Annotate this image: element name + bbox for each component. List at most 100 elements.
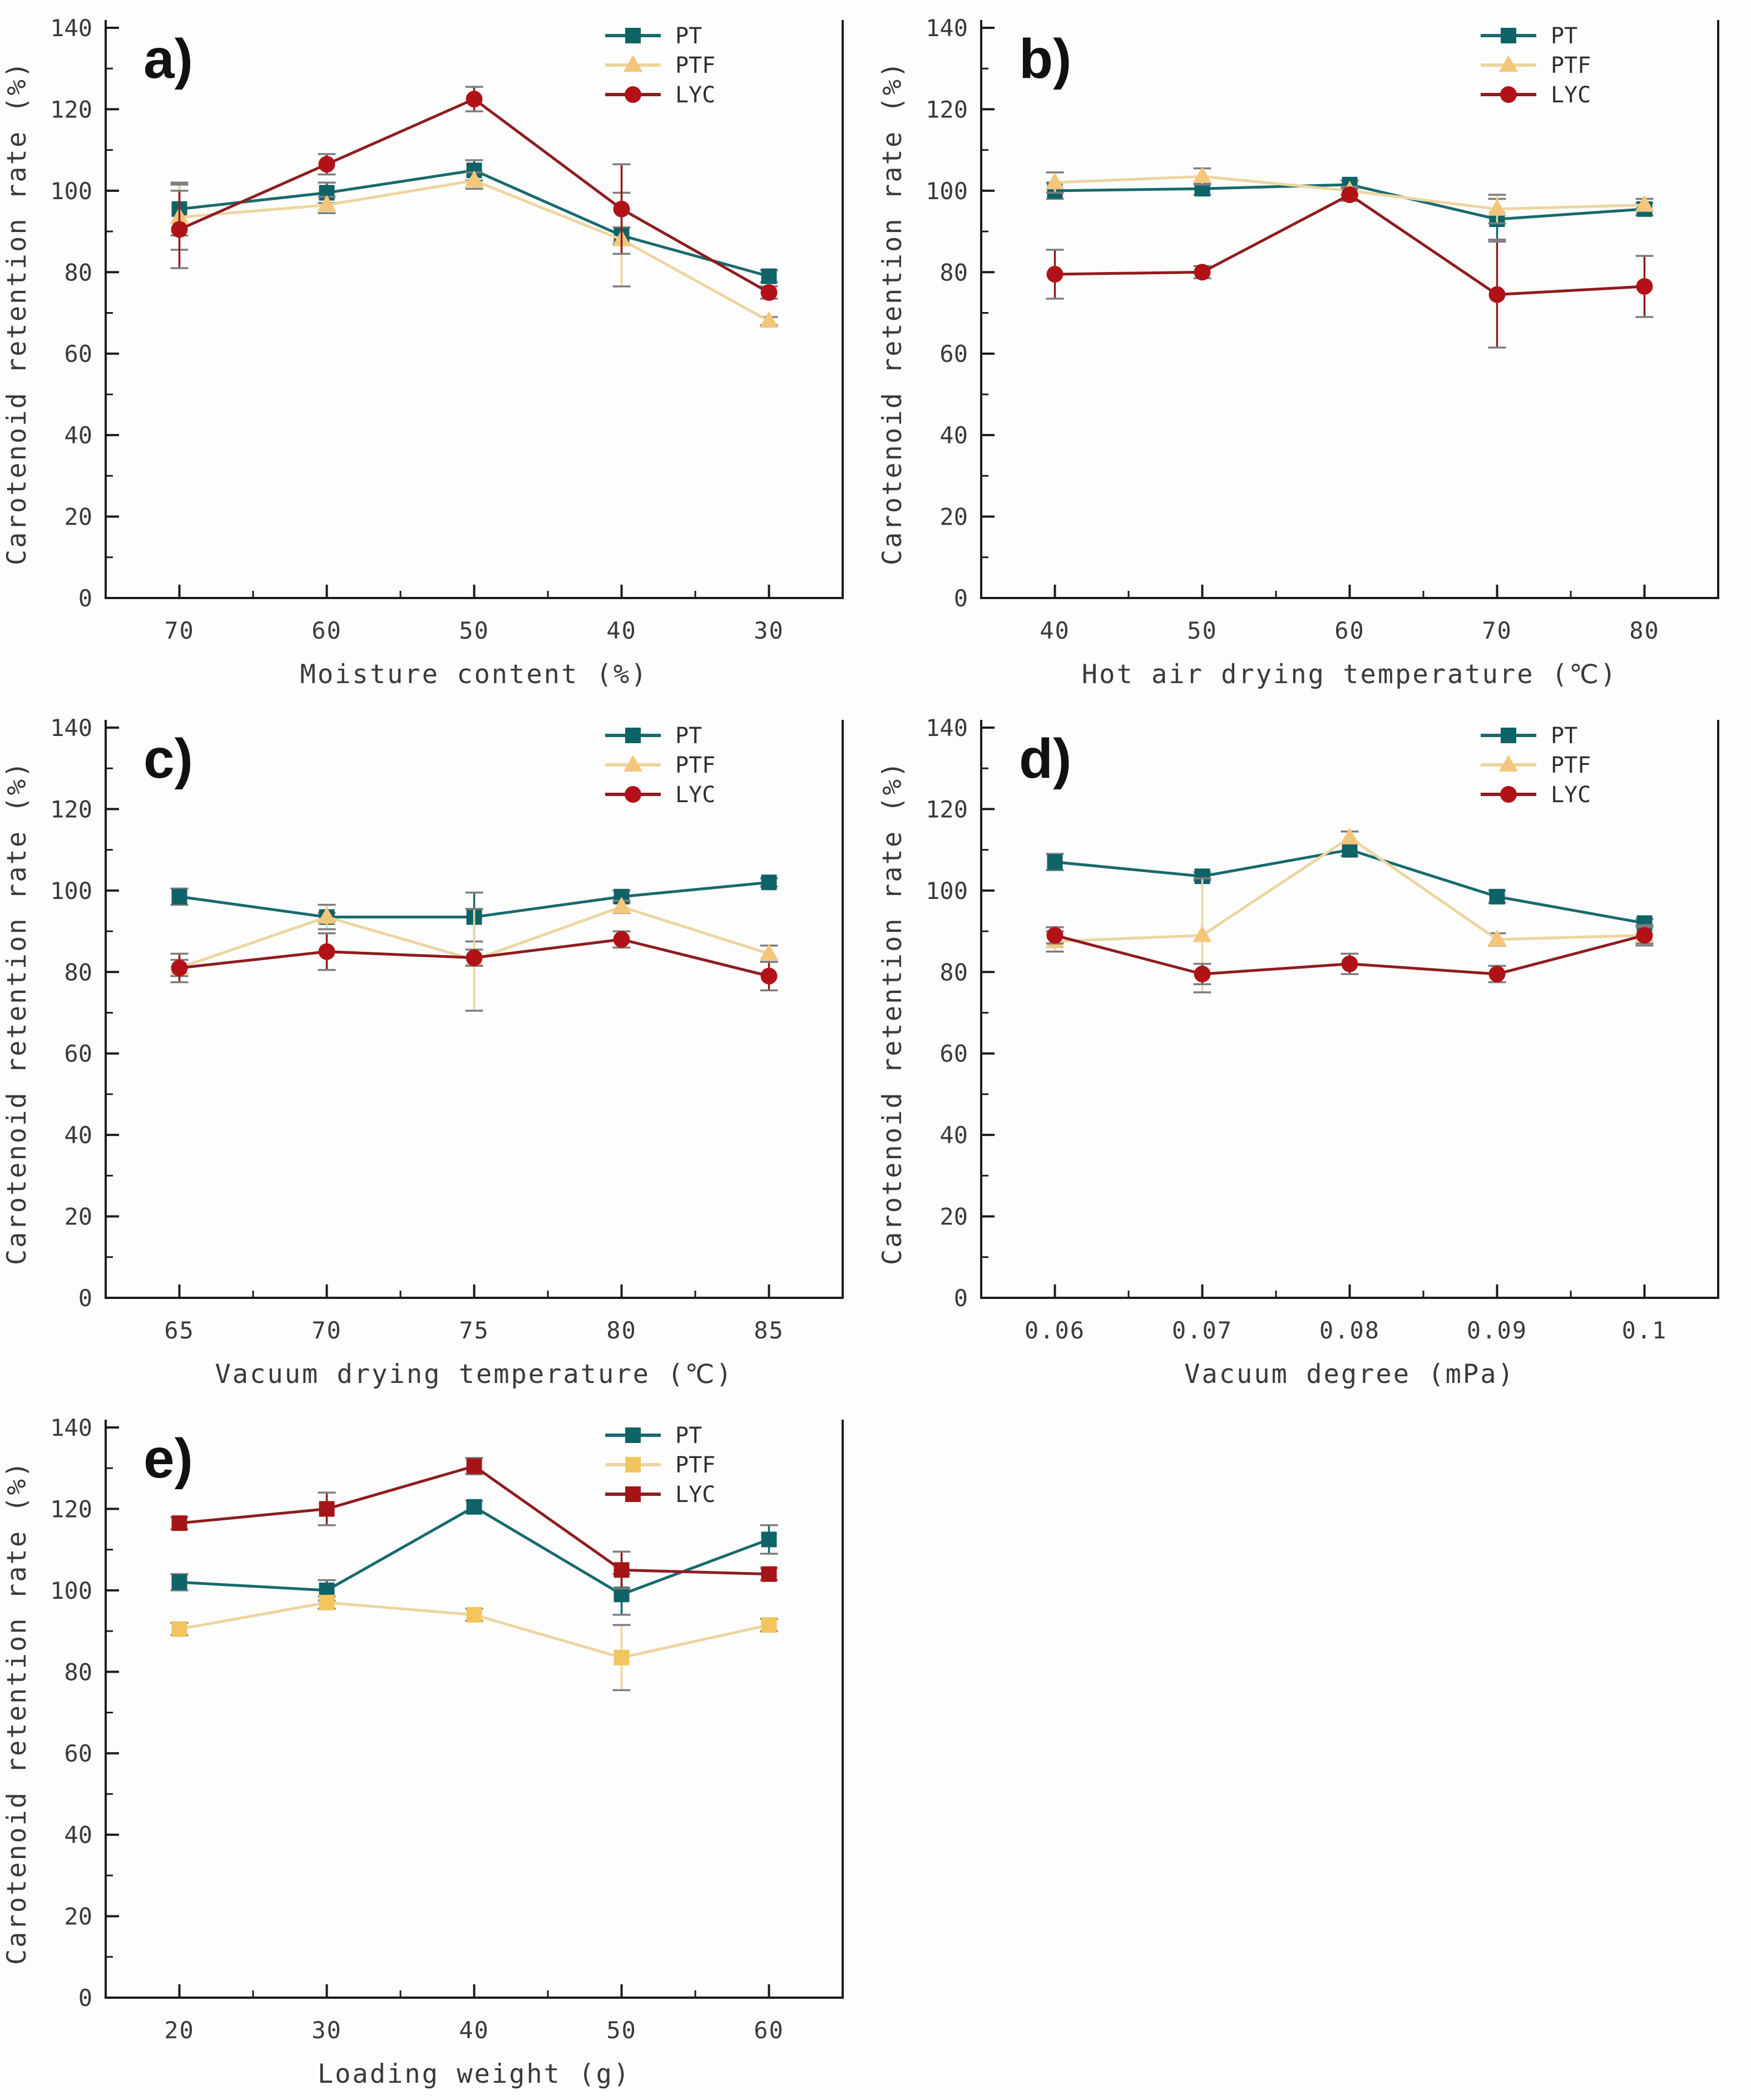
x-axis-tick-label: 80	[606, 1317, 637, 1344]
x-axis-tick-label: 65	[164, 1317, 195, 1344]
y-axis-tick-label: 120	[50, 1495, 92, 1523]
data-point-marker	[1489, 888, 1505, 905]
x-axis-title: Loading weight (g)	[318, 2059, 631, 2089]
data-point-marker	[761, 1566, 777, 1582]
legend-item-PT: PT	[605, 1423, 702, 1449]
legend-label: PT	[675, 1423, 702, 1449]
y-axis-tick-label: 80	[939, 259, 968, 286]
legend-label: PTF	[675, 1452, 715, 1478]
x-axis-tick-label: 60	[311, 617, 342, 644]
y-axis-title: Carotenoid retention rate (%)	[2, 760, 32, 1266]
y-axis-tick-label: 100	[926, 877, 968, 905]
y-axis-tick-label: 20	[64, 503, 92, 531]
data-point-marker	[1045, 172, 1065, 190]
data-point-marker	[759, 943, 779, 961]
y-axis-title: Carotenoid retention rate (%)	[2, 61, 32, 566]
data-point-marker	[625, 86, 641, 103]
y-axis-tick-label: 80	[64, 1658, 92, 1686]
x-axis-tick-label: 75	[459, 1317, 489, 1344]
chart-panel-c: 0 20 40 60 80 100 120 140 65 70 75 80 85 Vacuum dryin…	[0, 700, 876, 1400]
data-point-marker	[1488, 286, 1506, 303]
y-axis-tick-label: 0	[78, 585, 92, 612]
chart-canvas-c: 0 20 40 60 80 100 120 140 65 70 75 80 85 Vacuum dryin…	[2, 714, 844, 1390]
x-axis-tick-label: 50	[1187, 617, 1218, 644]
data-point-marker	[1341, 955, 1358, 972]
data-point-marker	[614, 1649, 630, 1666]
x-axis-tick-label: 0.08	[1319, 1317, 1380, 1344]
legend-label: LYC	[1551, 82, 1591, 108]
y-axis-tick-label: 20	[64, 1903, 92, 1930]
data-point-marker	[1636, 278, 1653, 295]
data-point-marker	[1487, 929, 1507, 946]
y-axis-tick-label: 140	[50, 14, 92, 42]
data-point-marker	[317, 195, 337, 212]
data-point-marker	[761, 1617, 777, 1633]
legend-item-PTF: PTF	[1481, 53, 1591, 78]
legend-item-PTF: PTF	[605, 753, 715, 778]
y-axis-tick-label: 60	[64, 340, 92, 368]
data-point-marker	[761, 874, 777, 891]
data-point-marker	[318, 943, 335, 960]
data-point-marker	[1499, 755, 1518, 772]
chart-canvas-d: 0 20 40 60 80 100 120 140 0.06 0.07 0.08 0.09 0.1 Vac…	[877, 714, 1719, 1390]
data-point-marker	[1501, 28, 1516, 43]
y-axis-tick-label: 140	[926, 14, 968, 42]
data-point-marker	[1046, 927, 1064, 944]
legend-item-PT: PT	[1481, 723, 1577, 749]
series-LYC	[1046, 186, 1654, 349]
y-axis-title: Carotenoid retention rate (%)	[877, 760, 908, 1266]
data-point-marker	[1500, 86, 1517, 103]
legend-item-PTF: PTF	[605, 1452, 715, 1478]
x-axis-tick-label: 20	[164, 2017, 195, 2044]
data-point-marker	[1501, 728, 1516, 743]
legend-label: PT	[1551, 23, 1577, 49]
x-axis-tick-label: 80	[1629, 617, 1660, 644]
y-axis-tick-label: 40	[64, 1821, 92, 1849]
chart-canvas-a: 0 20 40 60 80 100 120 140 70 60 50 40 30 Moisture con…	[2, 14, 844, 690]
data-point-marker	[466, 1458, 482, 1474]
legend-item-PT: PT	[605, 723, 702, 749]
legend: PT PTF LYC	[605, 23, 715, 108]
panel-letter: b)	[1019, 28, 1071, 90]
x-axis-tick-label: 0.1	[1622, 1317, 1668, 1344]
panel-letter: c)	[144, 728, 193, 790]
y-axis-tick-label: 100	[926, 177, 968, 205]
series-LYC	[170, 930, 778, 991]
legend-label: PTF	[1551, 753, 1591, 778]
x-axis-tick-label: 50	[606, 2017, 637, 2044]
y-axis-title: Carotenoid retention rate (%)	[877, 61, 908, 566]
legend-label: PT	[1551, 723, 1577, 749]
data-point-marker	[317, 907, 337, 924]
y-axis-tick-label: 60	[64, 1740, 92, 1767]
data-point-marker	[625, 1457, 641, 1473]
y-axis-tick-label: 80	[64, 958, 92, 986]
y-axis-tick-label: 120	[50, 795, 92, 823]
x-axis-tick-label: 40	[606, 617, 637, 644]
legend-item-LYC: LYC	[1481, 82, 1591, 108]
y-axis-tick-label: 100	[50, 177, 92, 205]
legend-item-PTF: PTF	[1481, 753, 1591, 778]
data-point-marker	[761, 268, 777, 284]
data-point-marker	[466, 91, 483, 108]
chart-panel-a: 0 20 40 60 80 100 120 140 70 60 50 40 30 Moisture con…	[0, 0, 876, 700]
x-axis-tick-label: 40	[1040, 617, 1070, 644]
legend-label: PT	[675, 723, 702, 749]
data-point-marker	[761, 1531, 777, 1548]
panel-letter: a)	[144, 28, 193, 90]
data-point-marker	[466, 1607, 482, 1623]
y-axis-tick-label: 120	[50, 96, 92, 123]
data-point-marker	[625, 728, 641, 743]
legend-item-LYC: LYC	[605, 1482, 715, 1508]
data-point-marker	[625, 28, 641, 43]
data-point-marker	[760, 967, 778, 985]
chart-canvas-b: 0 20 40 60 80 100 120 140 40 50 60 70 80 Hot air dryi…	[877, 14, 1719, 690]
legend-label: LYC	[675, 82, 715, 108]
x-axis-tick-label: 30	[754, 617, 784, 644]
data-point-marker	[1487, 199, 1507, 216]
x-axis-title: Vacuum degree (mPa)	[1184, 1359, 1515, 1390]
y-axis-tick-label: 20	[939, 503, 968, 531]
legend-item-PTF: PTF	[605, 53, 715, 78]
y-axis-tick-label: 60	[64, 1040, 92, 1068]
series-line	[179, 1505, 770, 1596]
